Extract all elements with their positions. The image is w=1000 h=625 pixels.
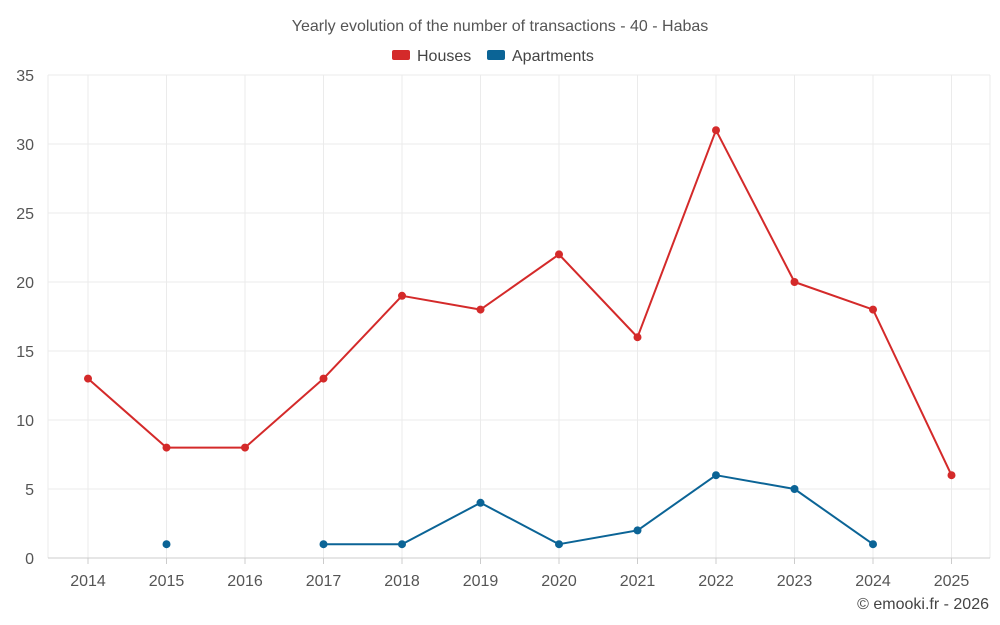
data-point-houses[interactable] bbox=[319, 374, 328, 383]
credit-text: © emooki.fr - 2026 bbox=[857, 596, 989, 613]
series-line-houses bbox=[87, 129, 953, 477]
data-point-houses[interactable] bbox=[947, 471, 956, 480]
data-point-apartments[interactable] bbox=[869, 540, 877, 549]
legend-swatch-houses bbox=[392, 50, 410, 60]
x-tick-label: 2014 bbox=[70, 573, 106, 590]
series-layer bbox=[84, 126, 956, 549]
data-point-apartments[interactable] bbox=[319, 540, 328, 549]
series-houses bbox=[84, 126, 956, 480]
data-point-houses[interactable] bbox=[84, 374, 92, 383]
x-tick-label: 2025 bbox=[934, 573, 970, 590]
x-tick-label: 2015 bbox=[149, 573, 185, 590]
x-tick-label: 2016 bbox=[227, 573, 263, 590]
data-point-apartments[interactable] bbox=[162, 540, 171, 549]
data-point-houses[interactable] bbox=[398, 291, 406, 300]
x-tick-label: 2017 bbox=[306, 573, 342, 590]
data-point-houses[interactable] bbox=[712, 126, 720, 135]
data-point-houses[interactable] bbox=[476, 305, 485, 314]
legend-label-apartments: Apartments bbox=[512, 48, 594, 65]
data-point-apartments[interactable] bbox=[476, 498, 485, 507]
legend-swatch-apartments bbox=[487, 50, 505, 60]
data-point-houses[interactable] bbox=[555, 250, 563, 259]
y-tick-label: 35 bbox=[16, 68, 34, 85]
y-axis-ticks: 0 5 10 15 20 25 30 35 bbox=[16, 68, 34, 568]
x-tick-label: 2023 bbox=[777, 573, 813, 590]
data-point-houses[interactable] bbox=[241, 443, 249, 452]
data-point-houses[interactable] bbox=[869, 305, 877, 314]
x-tick-label: 2019 bbox=[463, 573, 499, 590]
legend: Houses Apartments bbox=[392, 48, 594, 65]
data-point-houses[interactable] bbox=[162, 443, 171, 452]
x-axis-ticks: 2014 2015 2016 2017 2018 2019 2020 2021 2022 2023… bbox=[70, 558, 969, 590]
y-tick-label: 10 bbox=[16, 413, 34, 430]
grid bbox=[48, 74, 990, 558]
y-tick-label: 5 bbox=[25, 482, 34, 499]
data-point-apartments[interactable] bbox=[633, 526, 642, 535]
data-point-apartments[interactable] bbox=[398, 540, 406, 549]
x-tick-label: 2022 bbox=[698, 573, 734, 590]
data-point-apartments[interactable] bbox=[712, 471, 720, 480]
y-tick-label: 25 bbox=[16, 206, 34, 223]
legend-item-houses[interactable]: Houses bbox=[392, 48, 471, 65]
x-tick-label: 2020 bbox=[541, 573, 577, 590]
data-point-houses[interactable] bbox=[633, 333, 642, 342]
data-point-apartments[interactable] bbox=[790, 485, 799, 493]
y-tick-label: 0 bbox=[25, 551, 34, 568]
y-tick-label: 20 bbox=[16, 275, 34, 292]
x-tick-label: 2024 bbox=[855, 573, 891, 590]
series-line-apartments bbox=[322, 474, 874, 546]
y-tick-label: 30 bbox=[16, 137, 34, 154]
series-apartments bbox=[162, 471, 877, 549]
x-tick-label: 2018 bbox=[384, 573, 420, 590]
legend-item-apartments[interactable]: Apartments bbox=[487, 48, 594, 65]
legend-label-houses: Houses bbox=[417, 48, 471, 65]
axes bbox=[47, 75, 991, 559]
x-tick-label: 2021 bbox=[620, 573, 656, 590]
y-tick-label: 15 bbox=[16, 344, 34, 361]
data-point-houses[interactable] bbox=[790, 278, 799, 286]
data-point-apartments[interactable] bbox=[555, 540, 563, 549]
chart-title: Yearly evolution of the number of transa… bbox=[292, 18, 709, 35]
